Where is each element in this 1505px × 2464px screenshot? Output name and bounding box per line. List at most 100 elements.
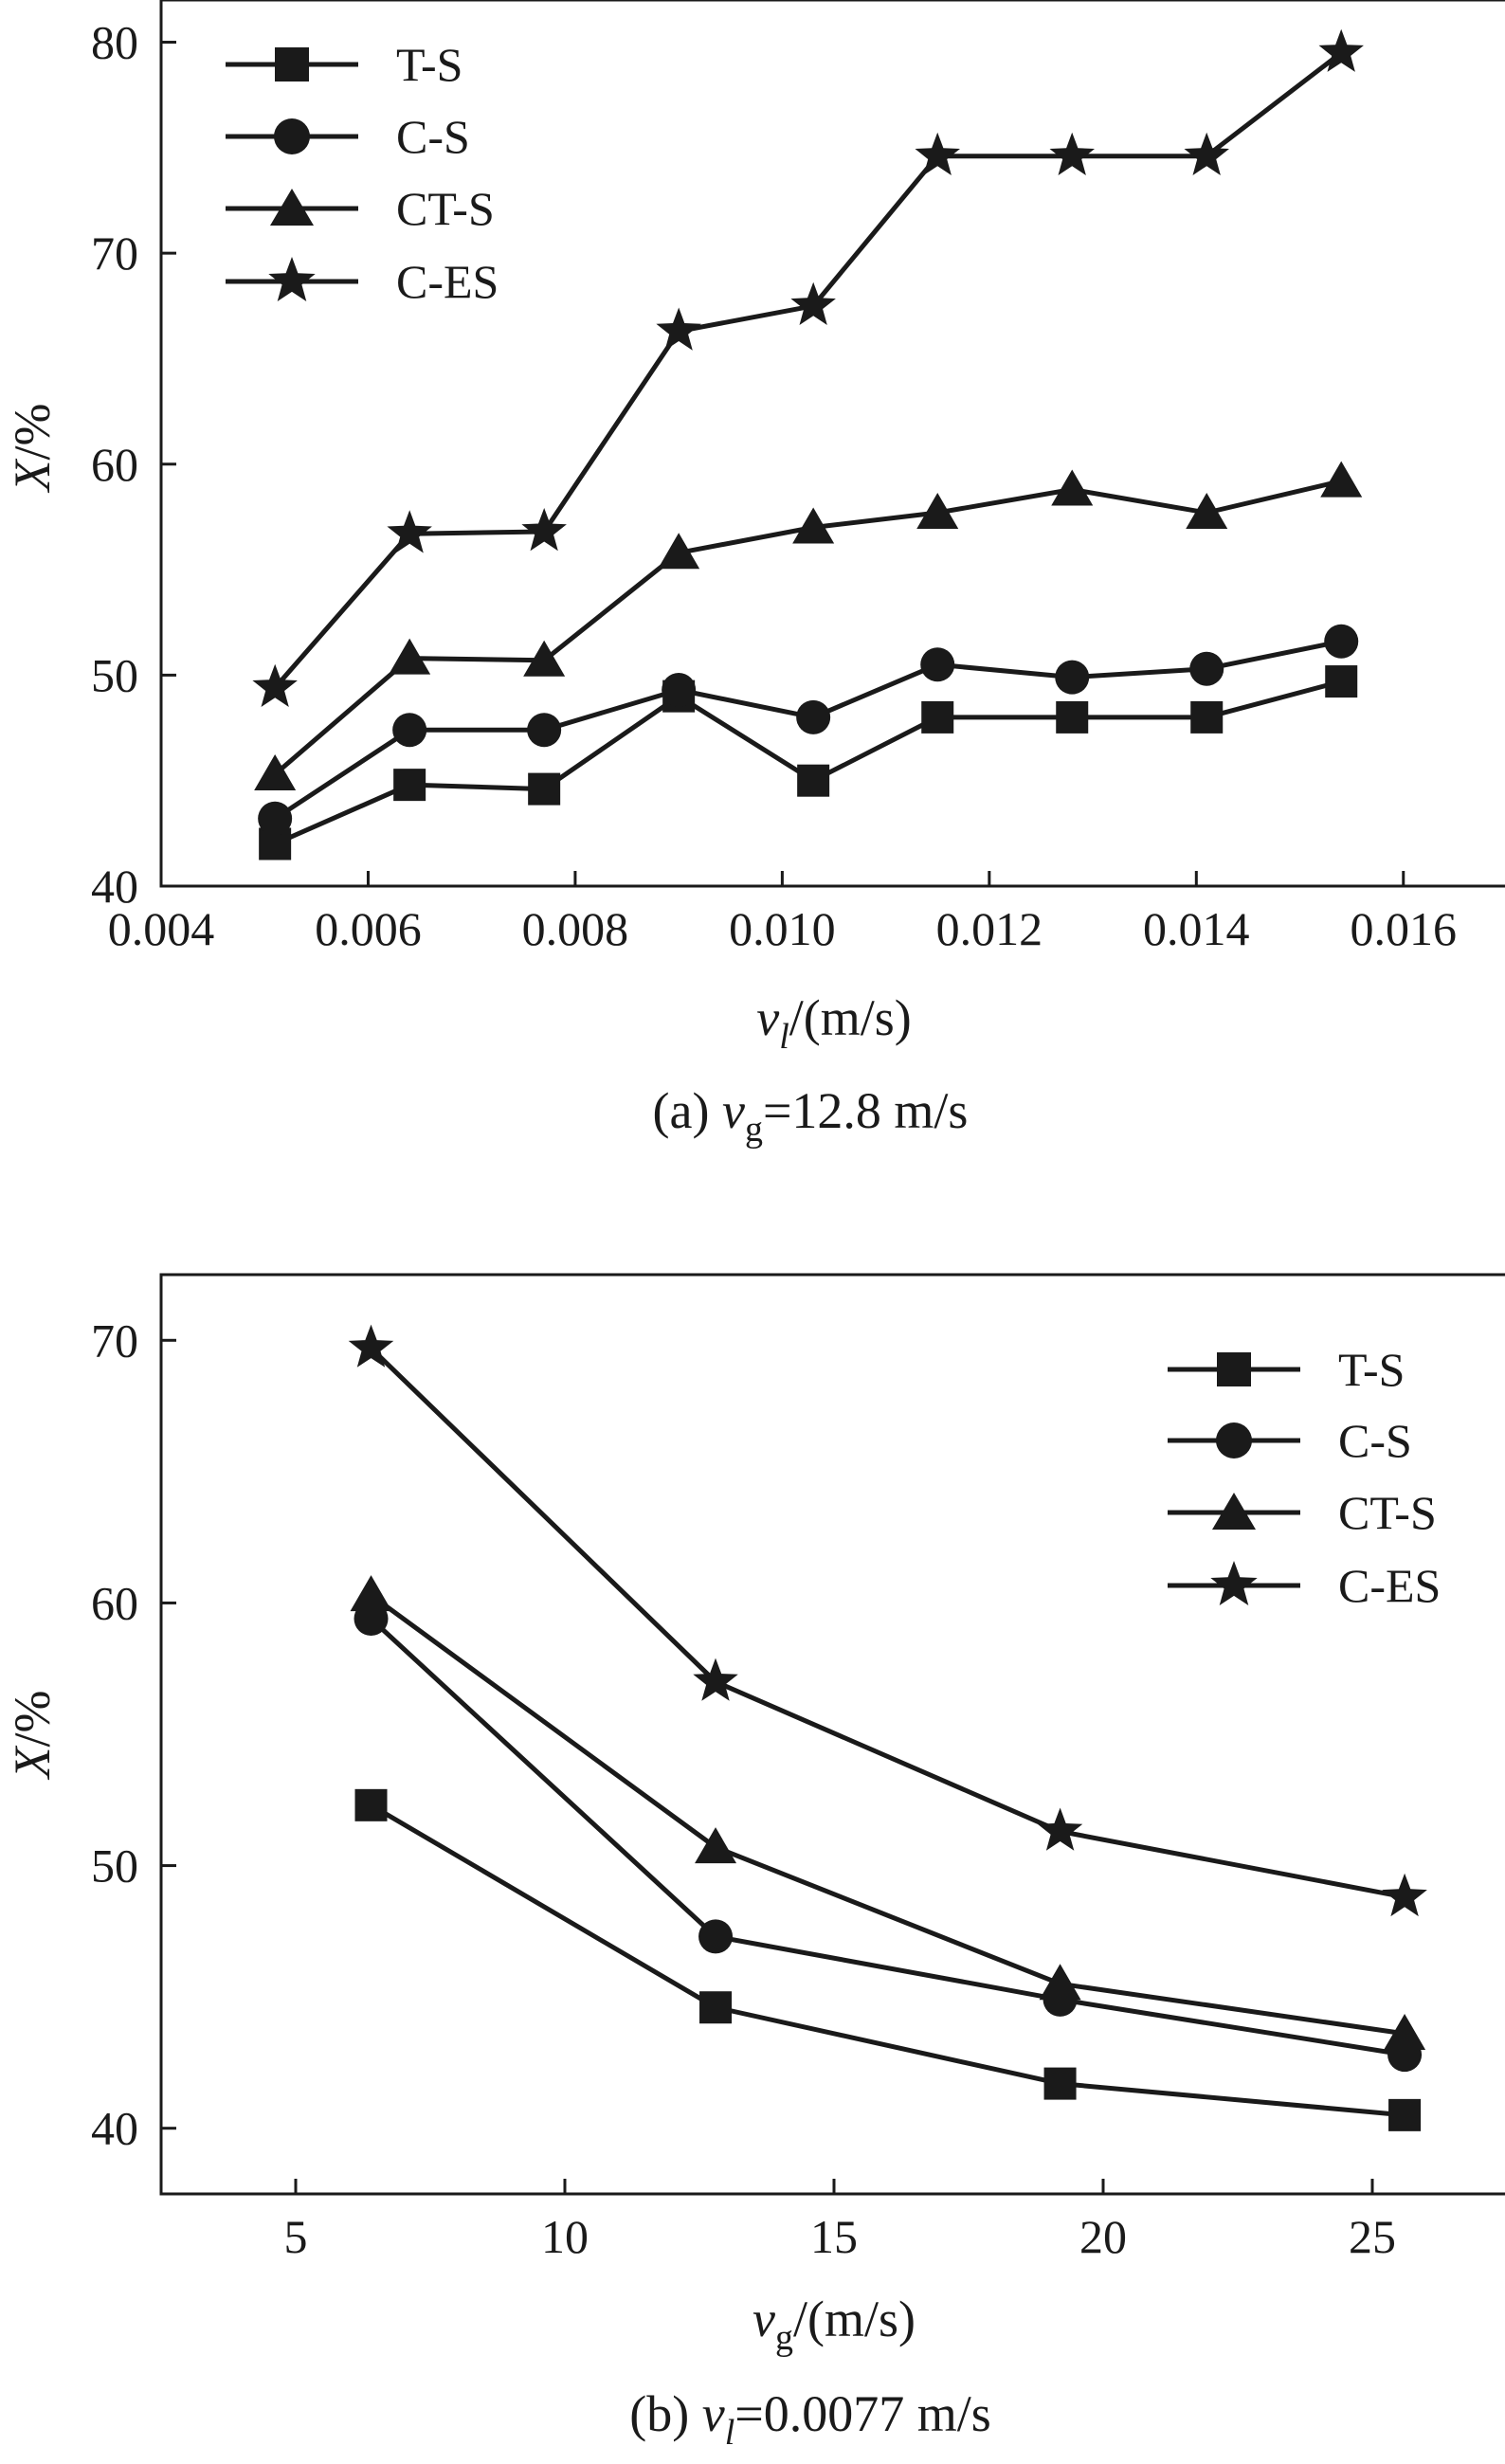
chart-a-point-ces-0 bbox=[252, 663, 298, 707]
chart-a-x-tick-label-3: 0.010 bbox=[729, 902, 836, 955]
chart-a-point-ces-4 bbox=[790, 281, 836, 325]
chart-b-legend-item-ces: C-ES bbox=[1168, 1559, 1441, 1612]
chart-a: 0.004 0.006 0.008 0.010 0.012 0.014 0.016 40 50 6… bbox=[4, 0, 1505, 1150]
chart-a-point-cts-8 bbox=[1320, 461, 1363, 498]
chart-b-point-ces-0 bbox=[348, 1324, 394, 1368]
chart-a-y-tick-label-3: 70 bbox=[91, 226, 138, 280]
chart-b-point-cts-3 bbox=[1384, 2013, 1426, 2050]
chart-b-axes: 5 10 15 20 25 40 50 60 70 bbox=[91, 1314, 1396, 2263]
chart-a-legend-item-ts: T-S bbox=[226, 38, 462, 91]
chart-b-point-ts-2 bbox=[1043, 2067, 1077, 2100]
chart-a-axes: 0.004 0.006 0.008 0.010 0.012 0.014 0.016 40 50 6… bbox=[91, 16, 1457, 955]
chart-a-point-cs-4 bbox=[796, 699, 831, 734]
chart-a-caption: (a) vg=12.8 m/s bbox=[653, 1082, 969, 1150]
chart-b-legend-marker-ces bbox=[1210, 1561, 1258, 1605]
chart-a-legend-item-cs: C-S bbox=[226, 110, 470, 163]
chart-a-point-cs-2 bbox=[527, 713, 562, 748]
chart-b: 5 10 15 20 25 40 50 60 70 T-S C-S CT-S C-ES bbox=[4, 1273, 1505, 2453]
chart-a-y-axis-label: X/% bbox=[4, 404, 61, 494]
chart-a-point-ts-8 bbox=[1325, 665, 1358, 698]
chart-a-legend-marker-cts bbox=[270, 189, 314, 226]
chart-a-point-cts-3 bbox=[658, 533, 700, 570]
chart-b-point-cs-1 bbox=[698, 1919, 734, 1954]
chart-a-y-tick-label-1: 50 bbox=[91, 648, 138, 701]
chart-b-series-line-ces bbox=[369, 1346, 1405, 1900]
chart-a-point-ces-8 bbox=[1318, 28, 1364, 72]
chart-a-legend: T-S C-S CT-S C-ES bbox=[226, 38, 499, 308]
chart-a-y-tick-label-0: 40 bbox=[91, 860, 138, 913]
chart-a-x-tick-label-6: 0.016 bbox=[1351, 902, 1458, 955]
chart-a-point-cs-7 bbox=[1189, 651, 1224, 686]
chart-b-point-ces-2 bbox=[1037, 1807, 1083, 1851]
chart-b-point-ces-3 bbox=[1382, 1873, 1427, 1917]
chart-a-point-ces-6 bbox=[1049, 132, 1095, 175]
chart-a-point-ts-6 bbox=[1056, 700, 1089, 734]
chart-b-x-tick-label-4: 25 bbox=[1349, 2210, 1396, 2263]
chart-b-point-ts-0 bbox=[354, 1788, 388, 1821]
chart-a-legend-marker-cs bbox=[274, 118, 310, 154]
chart-b-series bbox=[348, 1324, 1427, 2131]
chart-a-legend-label-ces: C-ES bbox=[396, 255, 499, 308]
chart-a-point-ts-4 bbox=[797, 764, 830, 797]
chart-a-x-axis-label: vl/(m/s) bbox=[756, 989, 912, 1057]
chart-a-x-tick-label-2: 0.008 bbox=[522, 902, 629, 955]
chart-b-y-tick-label-2: 60 bbox=[91, 1576, 138, 1629]
chart-a-point-cts-5 bbox=[916, 492, 959, 529]
chart-b-legend-item-cts: CT-S bbox=[1168, 1486, 1437, 1539]
chart-a-point-cts-4 bbox=[792, 507, 835, 544]
chart-a-y-tick-label-2: 60 bbox=[91, 438, 138, 491]
chart-a-point-ts-1 bbox=[393, 769, 426, 802]
chart-b-y-tick-label-1: 50 bbox=[91, 1839, 138, 1893]
chart-a-point-ces-3 bbox=[656, 307, 701, 351]
chart-a-series bbox=[252, 28, 1364, 861]
chart-b-x-tick-label-3: 20 bbox=[1079, 2210, 1127, 2263]
chart-a-legend-label-cs: C-S bbox=[396, 110, 470, 163]
chart-b-y-tick-label-3: 70 bbox=[91, 1314, 138, 1367]
chart-a-point-cs-6 bbox=[1055, 660, 1090, 695]
chart-b-legend-item-ts: T-S bbox=[1168, 1343, 1405, 1396]
chart-a-point-cs-5 bbox=[920, 647, 955, 682]
chart-b-point-cts-0 bbox=[350, 1575, 392, 1612]
chart-b-series-line-cts bbox=[370, 1593, 1405, 2037]
chart-a-x-tick-label-4: 0.012 bbox=[936, 902, 1043, 955]
chart-a-point-cts-6 bbox=[1051, 469, 1094, 506]
chart-a-point-cs-1 bbox=[392, 713, 427, 748]
chart-a-x-tick-label-1: 0.006 bbox=[315, 902, 422, 955]
chart-a-y-tick-label-4: 80 bbox=[91, 16, 138, 69]
chart-a-point-ces-1 bbox=[387, 510, 432, 553]
chart-a-point-cs-3 bbox=[662, 672, 697, 707]
chart-a-point-ts-7 bbox=[1190, 700, 1224, 734]
chart-b-legend-label-ces: C-ES bbox=[1338, 1559, 1441, 1612]
chart-b-y-axis-label: X/% bbox=[4, 1691, 61, 1781]
chart-a-legend-item-ces: C-ES bbox=[226, 255, 499, 308]
chart-b-legend-item-cs: C-S bbox=[1168, 1414, 1412, 1467]
chart-a-point-cs-0 bbox=[258, 801, 293, 836]
chart-b-legend-label-cs: C-S bbox=[1338, 1414, 1412, 1467]
chart-a-point-cs-8 bbox=[1324, 624, 1359, 659]
chart-b-point-ces-1 bbox=[693, 1658, 738, 1701]
chart-a-point-ces-7 bbox=[1184, 132, 1229, 175]
chart-a-point-cts-7 bbox=[1186, 492, 1228, 529]
chart-a-point-cts-0 bbox=[254, 754, 297, 791]
chart-a-legend-label-cts: CT-S bbox=[396, 182, 495, 235]
chart-a-point-ts-5 bbox=[921, 700, 954, 734]
chart-a-point-ces-5 bbox=[915, 132, 960, 175]
chart-a-legend-marker-ces bbox=[268, 257, 316, 301]
chart-b-point-cts-2 bbox=[1039, 1964, 1081, 2001]
chart-b-legend-marker-cs bbox=[1216, 1422, 1252, 1458]
chart-a-point-cts-2 bbox=[523, 640, 566, 677]
chart-b-y-tick-label-0: 40 bbox=[91, 2102, 138, 2155]
chart-b-x-tick-label-1: 10 bbox=[541, 2210, 589, 2263]
chart-a-plot-frame bbox=[159, 0, 1505, 888]
chart-b-x-tick-label-0: 5 bbox=[284, 2210, 308, 2263]
chart-b-legend-marker-cts bbox=[1212, 1493, 1256, 1530]
chart-a-point-cts-1 bbox=[389, 638, 431, 675]
chart-b-legend: T-S C-S CT-S C-ES bbox=[1168, 1343, 1441, 1612]
chart-b-series-line-cs bbox=[369, 1617, 1405, 2057]
chart-b-legend-label-cts: CT-S bbox=[1338, 1486, 1437, 1539]
chart-b-point-cts-1 bbox=[695, 1827, 737, 1864]
chart-a-x-tick-label-0: 0.004 bbox=[108, 902, 215, 955]
chart-b-point-ts-3 bbox=[1388, 2098, 1422, 2131]
chart-b-series-line-ts bbox=[370, 1803, 1405, 2118]
